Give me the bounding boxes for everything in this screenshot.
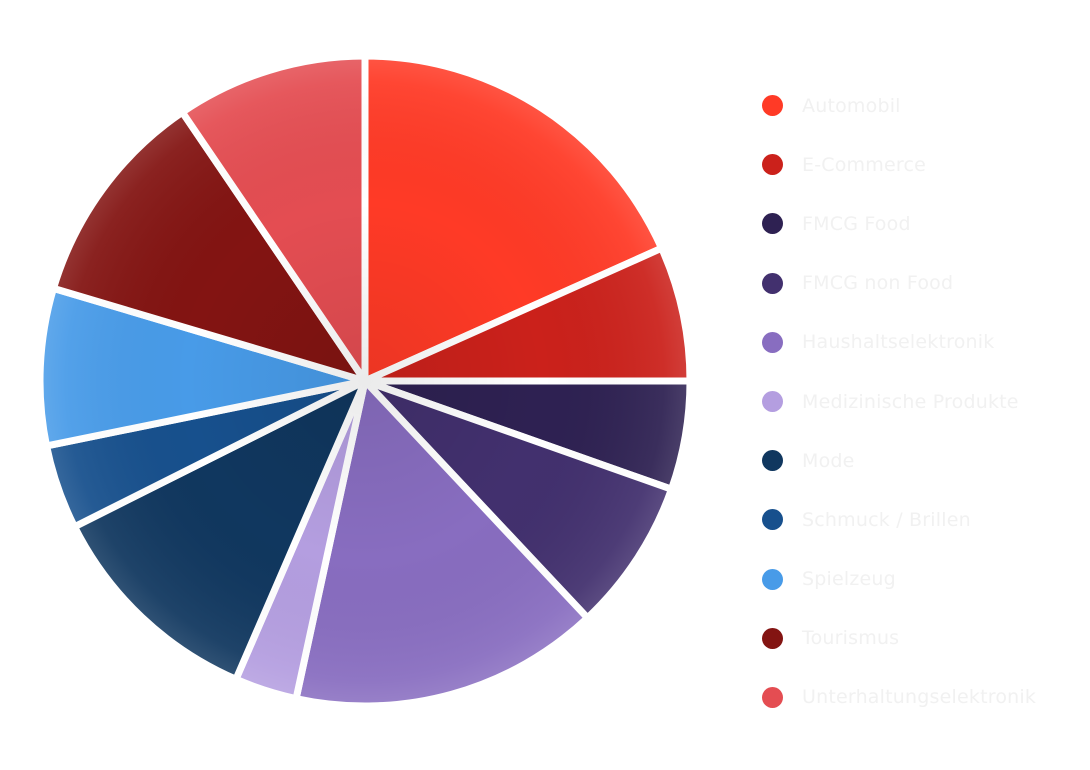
legend-item-medizinische-produkte[interactable]: Medizinische Produkte (762, 372, 1082, 431)
legend-label: Automobil (802, 94, 901, 117)
legend-swatch (762, 331, 783, 353)
legend-label: Unterhaltungselektronik (802, 686, 1037, 709)
legend-item-unterhaltungselektronik[interactable]: Unterhaltungselektronik (762, 668, 1082, 727)
legend-label: FMCG Food (802, 212, 911, 235)
legend-label: Schmuck / Brillen (802, 508, 971, 531)
legend-swatch (762, 509, 783, 531)
legend-item-fmcg-food[interactable]: FMCG Food (762, 194, 1082, 253)
legend-label: FMCG non Food (802, 272, 954, 295)
legend-swatch (762, 568, 783, 590)
legend-swatch (762, 95, 783, 117)
legend-swatch (762, 154, 783, 176)
legend-swatch (762, 627, 783, 649)
legend-item-fmcg-non-food[interactable]: FMCG non Food (762, 254, 1082, 313)
legend-item-automobil[interactable]: Automobil (762, 76, 1082, 135)
legend-label: Medizinische Produkte (802, 390, 1019, 413)
legend-swatch (762, 686, 783, 708)
legend: Automobil E-Commerce FMCG Food FMCG non Foo… (762, 76, 1082, 727)
legend-swatch (762, 213, 783, 235)
legend-item-tourismus[interactable]: Tourismus (762, 609, 1082, 668)
legend-item-mode[interactable]: Mode (762, 431, 1082, 490)
pie-chart-plot (36, 52, 694, 710)
legend-label: Haushaltselektronik (802, 331, 995, 354)
legend-label: E-Commerce (802, 153, 926, 176)
legend-label: Mode (802, 449, 855, 472)
legend-swatch (762, 450, 783, 472)
legend-swatch (762, 272, 783, 294)
legend-swatch (762, 391, 783, 413)
legend-item-spielzeug[interactable]: Spielzeug (762, 550, 1082, 609)
legend-item-haushaltselektronik[interactable]: Haushaltselektronik (762, 313, 1082, 372)
pie-slices (36, 52, 694, 710)
legend-item-schmuck-brillen[interactable]: Schmuck / Brillen (762, 490, 1082, 549)
legend-label: Spielzeug (802, 568, 896, 591)
legend-label: Tourismus (802, 627, 900, 650)
legend-item-e-commerce[interactable]: E-Commerce (762, 135, 1082, 194)
